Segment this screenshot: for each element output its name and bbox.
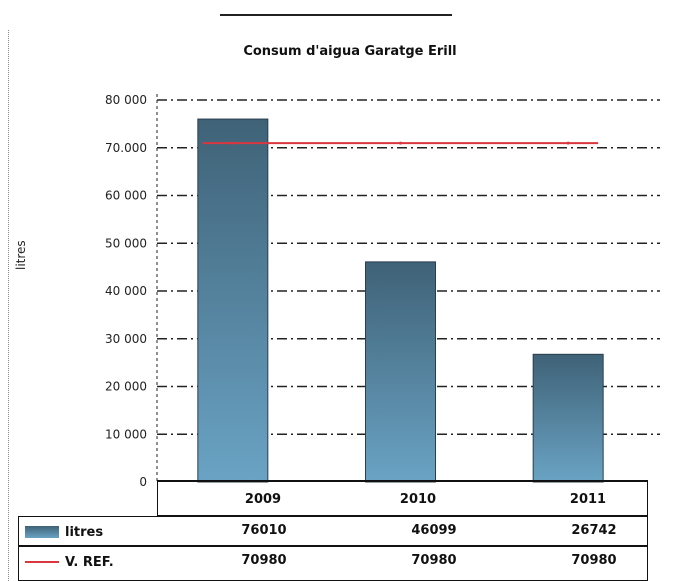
legend-item-litres: litres [25,523,103,541]
data-table: 2009 2010 2011 litres 76010 46099 26742 … [18,480,648,581]
y-tick-label: 80 000 [105,93,147,107]
left-border-line [8,30,10,581]
table-row-litres: litres 76010 46099 26742 [18,516,648,546]
line-swatch-icon [25,561,59,563]
top-border-line [220,14,452,16]
table-row-vref: V. REF. 70980 70980 70980 [18,546,648,581]
table-cell: 46099 [411,523,457,538]
category-label: 2009 [244,492,282,507]
bar [532,353,604,483]
table-cell: 26742 [571,523,617,538]
chart-title: Consum d'aigua Garatge Erill [243,44,457,59]
category-label: 2010 [399,492,437,507]
y-tick-label: 30 000 [105,332,147,346]
legend-label: V. REF. [65,554,114,570]
reference-point [399,141,402,145]
reference-point [231,141,235,145]
legend-label: litres [65,524,104,540]
reference-point [566,141,570,145]
y-tick-label: 70.000 [105,141,147,155]
table-cell: 70980 [571,553,617,568]
y-tick-label: 40 000 [105,284,147,298]
y-tick-label: 0 [139,475,147,489]
bar [197,118,269,483]
bar [365,261,436,483]
table-cell: 76010 [241,523,287,538]
category-label: 2011 [569,492,607,507]
y-tick-label: 20 000 [105,380,147,394]
table-cell: 70980 [241,553,287,568]
table-cell: 70980 [411,553,457,568]
legend-item-vref: V. REF. [25,553,114,571]
y-tick-label: 60 000 [105,189,147,203]
y-tick-label: 10 000 [105,427,147,441]
category-row: 2009 2010 2011 [157,480,648,516]
bar-swatch-icon [25,526,59,538]
y-tick-label: 50 000 [105,236,147,250]
